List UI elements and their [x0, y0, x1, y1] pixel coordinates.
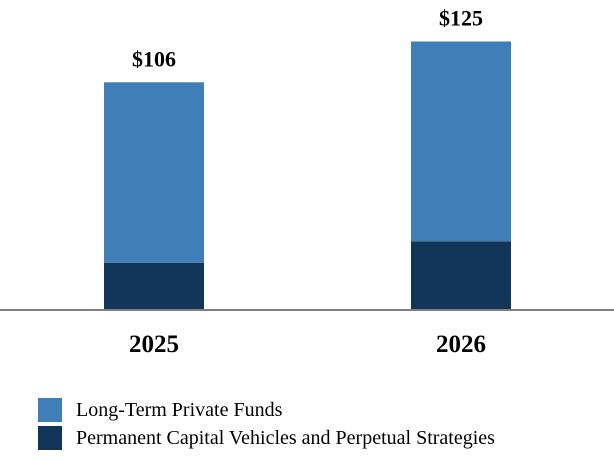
legend-label-permanent-capital-vehicles: Permanent Capital Vehicles and Perpetual…: [76, 426, 495, 449]
legend-swatch-long-term-private-funds: [38, 398, 62, 422]
bar-segment-2025-permanent-capital: [104, 262, 204, 310]
category-label-2025: 2025: [129, 331, 179, 358]
legend: Long-Term Private Funds Permanent Capita…: [38, 396, 495, 452]
legend-item-permanent-capital-vehicles: Permanent Capital Vehicles and Perpetual…: [38, 424, 495, 452]
legend-label-long-term-private-funds: Long-Term Private Funds: [76, 398, 283, 421]
labels-group: $106 2025 $125 2026: [129, 5, 486, 358]
legend-swatch-permanent-capital-vehicles: [38, 426, 62, 450]
total-label-2026: $125: [439, 5, 483, 30]
bar-segment-2026-long-term-private-funds: [411, 41, 511, 242]
bars-group: [104, 41, 511, 310]
category-label-2026: 2026: [436, 331, 486, 358]
bar-segment-2025-long-term-private-funds: [104, 82, 204, 263]
bar-segment-2026-permanent-capital: [411, 241, 511, 310]
legend-item-long-term-private-funds: Long-Term Private Funds: [38, 396, 495, 424]
total-label-2025: $106: [132, 46, 176, 71]
